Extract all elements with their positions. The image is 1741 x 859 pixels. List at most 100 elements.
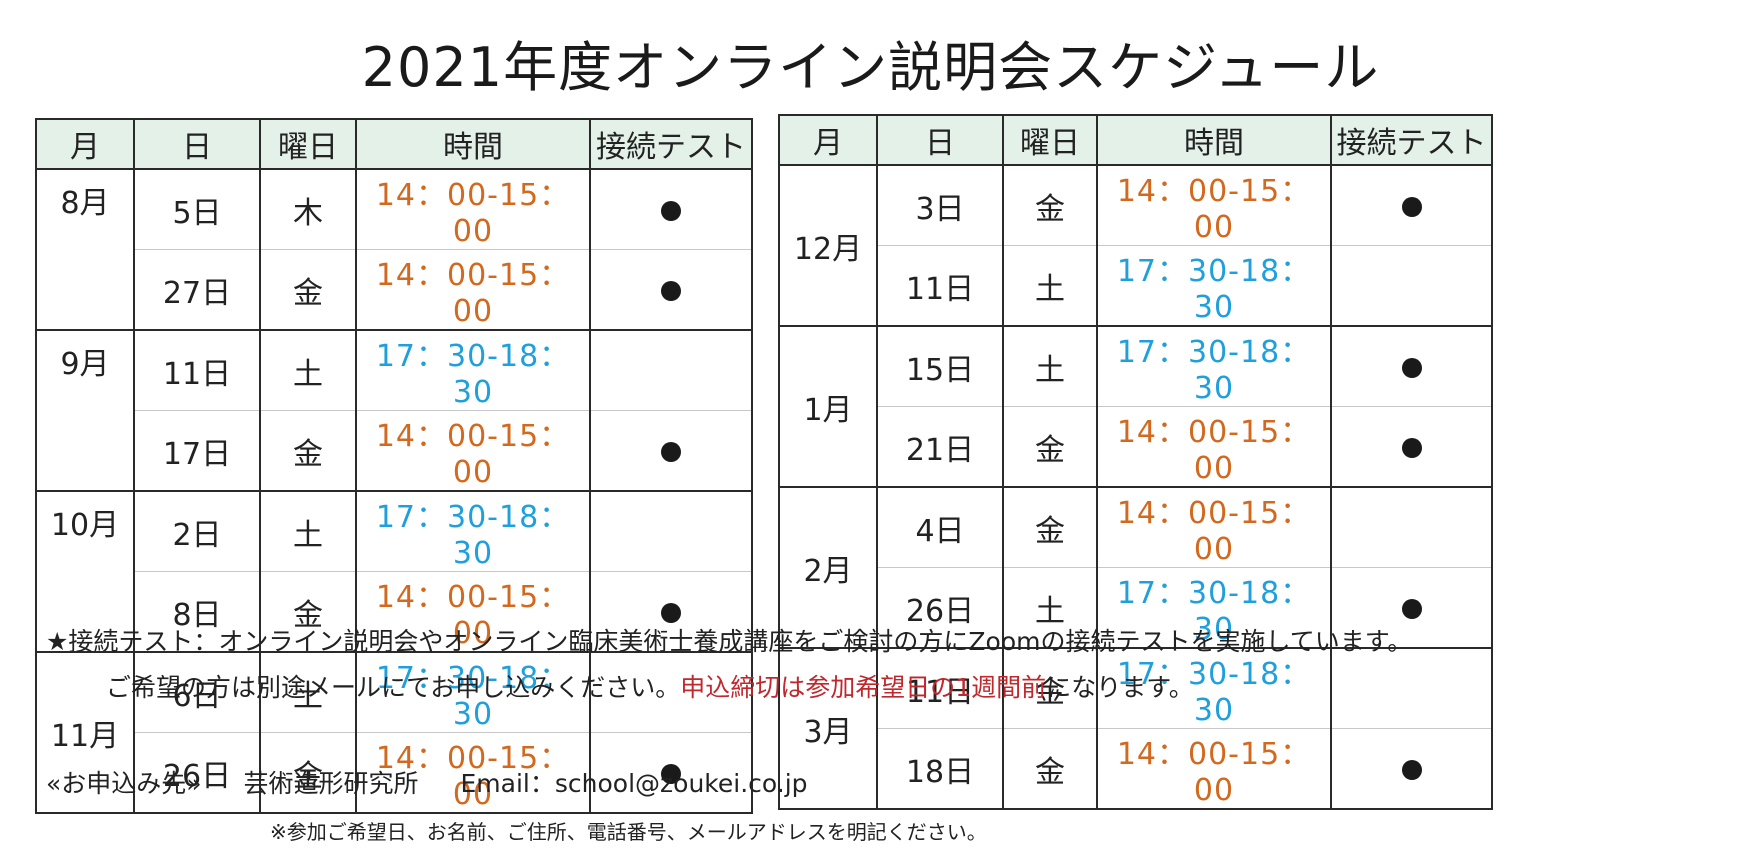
weekday-cell: 金 bbox=[259, 571, 357, 653]
connection-test-dot-icon bbox=[661, 602, 681, 623]
connection-test-cell bbox=[589, 249, 753, 331]
connection-test-dot-icon bbox=[661, 441, 681, 462]
connection-test-cell bbox=[1330, 325, 1493, 407]
connection-test-cell bbox=[589, 571, 753, 653]
weekday-cell: 金 bbox=[259, 732, 357, 814]
day-cell: 2日 bbox=[133, 490, 261, 572]
time-cell: 17：30-18：30 bbox=[355, 329, 591, 411]
day-cell: 18日 bbox=[876, 728, 1004, 810]
time-cell: 17：30-18：30 bbox=[1096, 245, 1332, 327]
header-connection-test: 接続テスト bbox=[1330, 114, 1493, 166]
application-note-end: になります。 bbox=[1046, 673, 1194, 702]
month-cell: 11月 bbox=[35, 651, 135, 814]
weekday-cell: 木 bbox=[259, 168, 357, 250]
connection-test-cell bbox=[1330, 647, 1493, 729]
schedule-table-right: 月 日 曜日 時間 接続テスト 12月 3日金 14：00-15：00 11日土 17：… bbox=[778, 114, 1493, 810]
contact-email: Email：school@zoukei.co.jp bbox=[460, 769, 808, 798]
weekday-cell: 金 bbox=[1002, 728, 1098, 810]
connection-test-dot-icon bbox=[1401, 759, 1422, 780]
connection-test-cell bbox=[1330, 567, 1493, 649]
header-time: 時間 bbox=[355, 118, 591, 170]
day-cell: 17日 bbox=[133, 410, 261, 492]
weekday-cell: 金 bbox=[1002, 647, 1098, 729]
weekday-cell: 土 bbox=[259, 490, 357, 572]
connection-test-cell bbox=[589, 168, 753, 250]
month-cell: 9月 bbox=[35, 329, 135, 492]
table-row: 10月 2日土 17：30-18：30 bbox=[35, 490, 753, 653]
weekday-cell: 金 bbox=[1002, 406, 1098, 488]
table-row: 2月 4日金 14：00-15：00 bbox=[778, 486, 1493, 649]
day-cell: 11日 bbox=[876, 245, 1004, 327]
connection-test-cell bbox=[589, 410, 753, 492]
contact-org: 芸術造形研究所 bbox=[243, 769, 419, 798]
month-cell: 1月 bbox=[778, 325, 878, 488]
deadline-text: 申込締切は参加希望日の1週間前 bbox=[680, 673, 1047, 702]
time-cell: 17：30-18：30 bbox=[1096, 647, 1332, 729]
time-cell: 14：00-15：00 bbox=[1096, 406, 1332, 488]
day-cell: 15日 bbox=[876, 325, 1004, 407]
weekday-cell: 土 bbox=[1002, 567, 1098, 649]
connection-test-cell bbox=[589, 490, 753, 572]
time-cell: 14：00-15：00 bbox=[1096, 164, 1332, 246]
day-cell: 26日 bbox=[876, 567, 1004, 649]
application-note-text: ご希望の方は別途メールにてお申し込みください。 bbox=[106, 673, 681, 702]
day-cell: 21日 bbox=[876, 406, 1004, 488]
connection-test-cell bbox=[1330, 728, 1493, 810]
weekday-cell: 土 bbox=[259, 651, 357, 733]
table-row: 12月 3日金 14：00-15：00 bbox=[778, 164, 1493, 327]
day-cell: 5日 bbox=[133, 168, 261, 250]
time-cell: 17：30-18：30 bbox=[1096, 325, 1332, 407]
time-cell: 17：30-18：30 bbox=[355, 651, 591, 733]
table-row: 11日土 17：30-18：30 bbox=[779, 245, 1493, 327]
month-cell: 12月 bbox=[778, 164, 878, 327]
connection-test-cell bbox=[1330, 406, 1493, 488]
connection-test-cell bbox=[1330, 245, 1493, 327]
time-cell: 17：30-18：30 bbox=[355, 490, 591, 572]
time-cell: 14：00-15：00 bbox=[355, 732, 591, 814]
header-day: 日 bbox=[876, 114, 1004, 166]
time-cell: 14：00-15：00 bbox=[1096, 486, 1332, 568]
header-day: 日 bbox=[133, 118, 261, 170]
connection-test-note: ★接続テスト：オンライン説明会やオンライン臨床美術士養成講座をご検討の方にZoo… bbox=[46, 627, 1413, 656]
connection-test-cell bbox=[1330, 486, 1493, 568]
connection-test-dot-icon bbox=[1401, 598, 1422, 619]
page-title: 2021年度オンライン説明会スケジュール bbox=[361, 36, 1380, 99]
connection-test-dot-icon bbox=[661, 280, 681, 301]
weekday-cell: 金 bbox=[259, 249, 357, 331]
header-weekday: 曜日 bbox=[259, 118, 357, 170]
connection-test-cell bbox=[589, 732, 753, 814]
table-row: 18日金 14：00-15：00 bbox=[779, 728, 1493, 810]
weekday-cell: 金 bbox=[259, 410, 357, 492]
connection-test-cell bbox=[589, 651, 753, 733]
time-cell: 14：00-15：00 bbox=[355, 571, 591, 653]
table-row: 9月 11日土 17：30-18：30 bbox=[35, 329, 753, 492]
connection-test-dot-icon bbox=[1401, 437, 1422, 458]
header-connection-test: 接続テスト bbox=[589, 118, 753, 170]
month-cell: 3月 bbox=[778, 647, 878, 810]
table-row: 26日土 17：30-18：30 bbox=[779, 567, 1493, 649]
table-row: 17日金 14：00-15：00 bbox=[36, 410, 753, 492]
weekday-cell: 金 bbox=[1002, 164, 1098, 246]
day-cell: 8日 bbox=[133, 571, 261, 653]
table-row: 21日金 14：00-15：00 bbox=[779, 406, 1493, 488]
header-weekday: 曜日 bbox=[1002, 114, 1098, 166]
header-time: 時間 bbox=[1096, 114, 1332, 166]
table-row: 27日金 14：00-15：00 bbox=[36, 249, 753, 331]
day-cell: 26日 bbox=[133, 732, 261, 814]
schedule-table-left: 月 日 曜日 時間 接続テスト 8月 5日木 14：00-15：00 27日金 14：0… bbox=[35, 118, 753, 814]
day-cell: 4日 bbox=[876, 486, 1004, 568]
weekday-cell: 土 bbox=[1002, 245, 1098, 327]
month-cell: 2月 bbox=[778, 486, 878, 649]
day-cell: 6日 bbox=[133, 651, 261, 733]
connection-test-dot-icon bbox=[661, 763, 681, 784]
connection-test-dot-icon bbox=[661, 200, 681, 221]
connection-test-dot-icon bbox=[1401, 357, 1422, 378]
table-row: 3月 11日金 17：30-18：30 bbox=[778, 647, 1493, 810]
month-cell: 8月 bbox=[35, 168, 135, 331]
day-cell: 3日 bbox=[876, 164, 1004, 246]
time-cell: 14：00-15：00 bbox=[355, 249, 591, 331]
day-cell: 11日 bbox=[133, 329, 261, 411]
weekday-cell: 土 bbox=[259, 329, 357, 411]
table-row: 1月 15日土 17：30-18：30 bbox=[778, 325, 1493, 488]
contact-instructions: ※参加ご希望日、お名前、ご住所、電話番号、メールアドレスを明記ください。 bbox=[270, 820, 987, 844]
